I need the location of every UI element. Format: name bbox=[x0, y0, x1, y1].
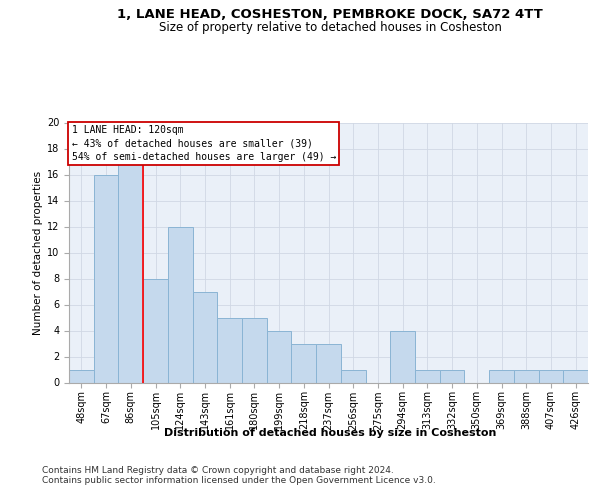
Bar bbox=[267, 330, 292, 382]
Bar bbox=[118, 162, 143, 382]
Bar bbox=[193, 292, 217, 382]
Bar bbox=[341, 370, 365, 382]
Bar bbox=[563, 370, 588, 382]
Text: Size of property relative to detached houses in Cosheston: Size of property relative to detached ho… bbox=[158, 21, 502, 34]
Text: 1, LANE HEAD, COSHESTON, PEMBROKE DOCK, SA72 4TT: 1, LANE HEAD, COSHESTON, PEMBROKE DOCK, … bbox=[117, 8, 543, 20]
Text: Contains HM Land Registry data © Crown copyright and database right 2024.: Contains HM Land Registry data © Crown c… bbox=[42, 466, 394, 475]
Bar bbox=[489, 370, 514, 382]
Bar bbox=[316, 344, 341, 382]
Bar bbox=[292, 344, 316, 382]
Bar bbox=[143, 278, 168, 382]
Bar bbox=[415, 370, 440, 382]
Text: Distribution of detached houses by size in Cosheston: Distribution of detached houses by size … bbox=[164, 428, 496, 438]
Bar bbox=[94, 174, 118, 382]
Bar bbox=[69, 370, 94, 382]
Bar bbox=[242, 318, 267, 382]
Bar bbox=[217, 318, 242, 382]
Bar bbox=[390, 330, 415, 382]
Bar bbox=[539, 370, 563, 382]
Bar bbox=[514, 370, 539, 382]
Bar bbox=[440, 370, 464, 382]
Text: 1 LANE HEAD: 120sqm
← 43% of detached houses are smaller (39)
54% of semi-detach: 1 LANE HEAD: 120sqm ← 43% of detached ho… bbox=[71, 125, 336, 162]
Text: Contains public sector information licensed under the Open Government Licence v3: Contains public sector information licen… bbox=[42, 476, 436, 485]
Y-axis label: Number of detached properties: Number of detached properties bbox=[33, 170, 43, 334]
Bar bbox=[168, 226, 193, 382]
